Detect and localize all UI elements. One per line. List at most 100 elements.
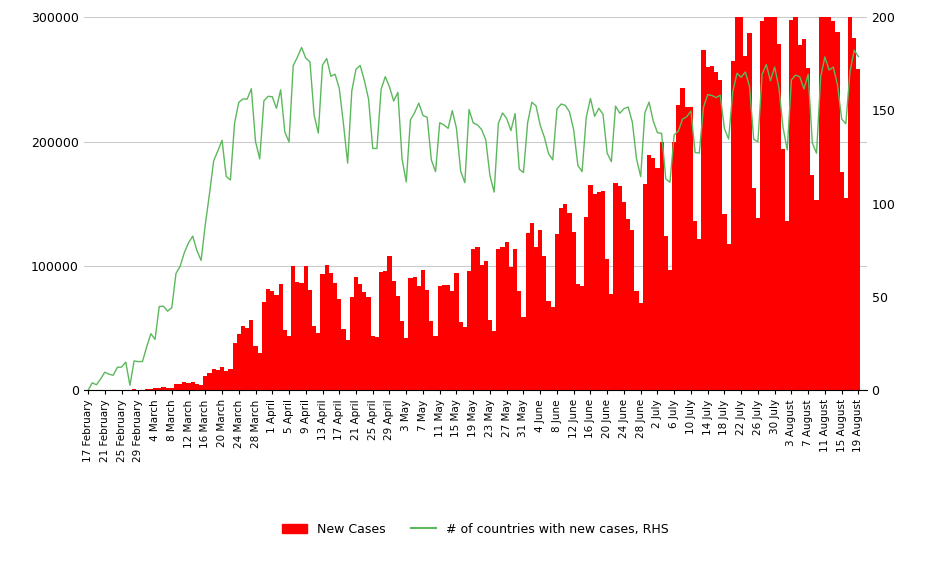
Bar: [282, 329, 287, 390]
Bar: [776, 44, 781, 390]
Bar: [400, 321, 404, 390]
Bar: [509, 267, 513, 390]
Bar: [521, 316, 526, 390]
Bar: [727, 243, 731, 390]
Bar: [304, 266, 308, 390]
Bar: [660, 142, 664, 390]
Legend: New Cases, # of countries with new cases, RHS: New Cases, # of countries with new cases…: [277, 518, 674, 541]
Bar: [208, 373, 212, 390]
Bar: [212, 369, 215, 390]
Bar: [827, 3, 831, 390]
Bar: [459, 322, 463, 390]
Bar: [249, 320, 254, 390]
Bar: [689, 107, 693, 390]
Bar: [329, 273, 333, 390]
Bar: [425, 290, 430, 390]
Bar: [232, 343, 237, 390]
Bar: [178, 383, 183, 390]
Bar: [463, 327, 467, 390]
Bar: [710, 67, 714, 390]
Bar: [149, 389, 153, 390]
Bar: [823, 0, 827, 390]
Bar: [153, 389, 158, 390]
Bar: [417, 286, 421, 390]
Bar: [655, 168, 660, 390]
Bar: [295, 282, 299, 390]
Bar: [170, 388, 174, 390]
Bar: [287, 336, 291, 390]
Bar: [576, 284, 580, 390]
Bar: [446, 285, 450, 390]
Bar: [714, 72, 719, 390]
Bar: [563, 204, 568, 390]
Bar: [538, 230, 542, 390]
Bar: [668, 270, 672, 390]
Bar: [793, 11, 798, 390]
Bar: [843, 197, 848, 390]
Bar: [375, 337, 379, 390]
Bar: [580, 286, 584, 390]
Bar: [455, 273, 459, 390]
Bar: [220, 367, 224, 390]
Bar: [697, 239, 702, 390]
Bar: [433, 336, 438, 390]
Bar: [551, 307, 555, 390]
Bar: [391, 281, 396, 390]
Bar: [383, 271, 388, 390]
Bar: [588, 185, 593, 390]
Bar: [798, 45, 802, 390]
Bar: [371, 336, 375, 390]
Bar: [270, 291, 274, 390]
Bar: [245, 328, 249, 390]
Bar: [186, 383, 191, 390]
Bar: [840, 172, 843, 390]
Bar: [818, 0, 823, 390]
Bar: [472, 249, 475, 390]
Bar: [337, 300, 341, 390]
Bar: [316, 333, 321, 390]
Bar: [773, 0, 776, 390]
Bar: [559, 208, 563, 390]
Bar: [496, 249, 500, 390]
Bar: [596, 192, 601, 390]
Bar: [857, 69, 860, 390]
Bar: [706, 67, 710, 390]
Bar: [672, 142, 677, 390]
Bar: [358, 284, 363, 390]
Bar: [191, 382, 195, 390]
Bar: [529, 223, 534, 390]
Bar: [802, 39, 806, 390]
Bar: [764, 0, 768, 390]
Bar: [274, 295, 279, 390]
Bar: [852, 38, 857, 390]
Bar: [513, 249, 517, 390]
Bar: [593, 194, 596, 390]
Bar: [237, 333, 240, 390]
Bar: [643, 184, 647, 390]
Bar: [262, 302, 266, 390]
Bar: [751, 188, 756, 390]
Bar: [421, 270, 425, 390]
Bar: [680, 88, 685, 390]
Bar: [781, 149, 785, 390]
Bar: [324, 265, 329, 390]
Bar: [308, 290, 312, 390]
Bar: [299, 283, 304, 390]
Bar: [815, 200, 818, 390]
Bar: [735, 14, 739, 390]
Bar: [647, 156, 651, 390]
Bar: [702, 51, 706, 390]
Bar: [534, 247, 538, 390]
Bar: [622, 202, 626, 390]
Bar: [161, 387, 166, 390]
Bar: [450, 291, 455, 390]
Bar: [722, 214, 727, 390]
Bar: [408, 278, 413, 390]
Bar: [413, 277, 417, 390]
Bar: [158, 387, 161, 390]
Bar: [341, 329, 346, 390]
Bar: [366, 297, 371, 390]
Bar: [363, 292, 366, 390]
Bar: [479, 265, 484, 390]
Bar: [613, 183, 618, 390]
